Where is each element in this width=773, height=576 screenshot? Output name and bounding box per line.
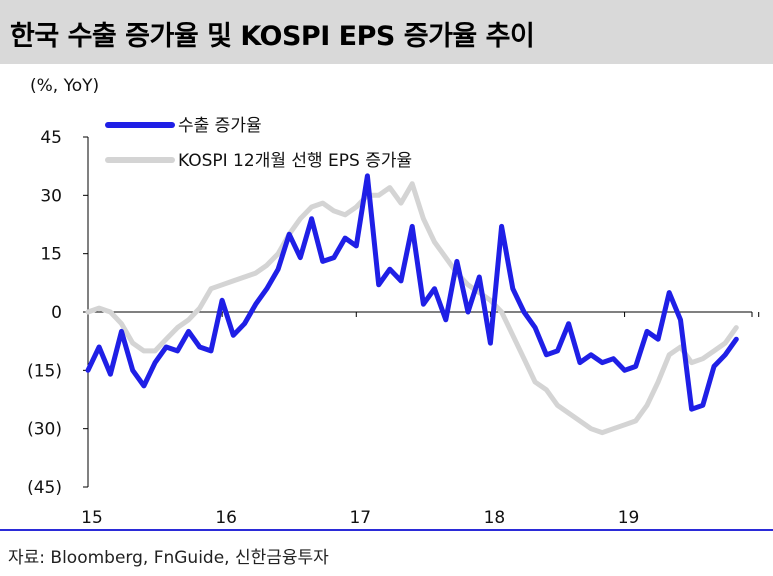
y-tick-label: (30) [27,420,62,440]
y-axis-unit-label: (%, YoY) [30,76,100,96]
bottom-divider [0,529,773,531]
x-tick-label: 18 [484,508,506,528]
legend-label-export: 수출 증가율 [178,116,262,136]
line-chart: 45 30 15 0 (15) (30) (45) 15 16 17 18 19 수출 증가율 KOSPI… [27,116,760,528]
x-tick-label: 17 [349,508,371,528]
y-tick-label: 30 [40,186,62,206]
source-note: 자료: Bloomberg, FnGuide, 신한금융투자 [8,548,329,568]
title-bar: 한국 수출 증가율 및 KOSPI EPS 증가율 추이 [0,0,773,64]
series-line-eps [85,181,739,436]
x-tick-label: 19 [618,508,640,528]
y-tick-label: (15) [27,361,62,381]
y-tick-label: (45) [27,478,62,498]
x-tick-label: 16 [215,508,237,528]
y-tick-label: 0 [51,303,62,323]
legend-label-eps: KOSPI 12개월 선행 EPS 증가율 [178,151,412,171]
y-tick-label: 15 [40,245,62,265]
x-tick-label: 15 [81,508,103,528]
chart-title: 한국 수출 증가율 및 KOSPI EPS 증가율 추이 [10,21,535,52]
series-line-export [85,173,739,412]
y-tick-label: 45 [40,128,62,148]
